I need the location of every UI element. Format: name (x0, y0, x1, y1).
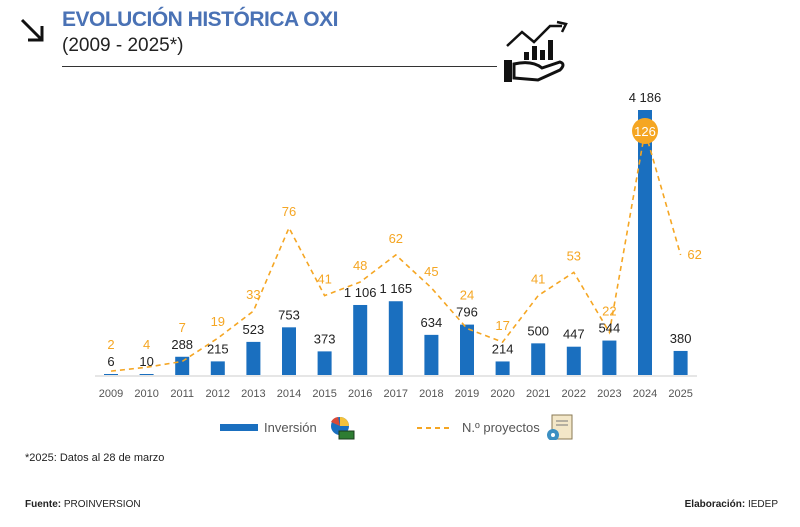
bar-2019 (460, 324, 474, 375)
bar-label-2013: 523 (243, 322, 265, 337)
credit: Elaboración: IEDEP (685, 499, 778, 510)
line-label-2017: 62 (389, 231, 403, 246)
line-label-2025: 62 (687, 247, 701, 262)
bar-2018 (424, 334, 439, 375)
legend-label-inversion: Inversión (264, 420, 317, 435)
source-label: Fuente: (25, 499, 62, 510)
x-tick-2014: 2014 (277, 388, 301, 400)
point-2024 (632, 118, 658, 144)
bar-2014 (282, 327, 296, 375)
line-label-2014: 76 (282, 204, 296, 219)
credit-value: IEDEP (747, 499, 778, 510)
hand-growth-chart-icon (504, 20, 568, 82)
line-label-2016: 48 (353, 258, 367, 273)
x-tick-2022: 2022 (562, 388, 586, 400)
bar-label-2022: 447 (563, 327, 585, 342)
x-tick-2018: 2018 (419, 388, 443, 400)
x-tick-2011: 2011 (170, 388, 194, 400)
legend-label-proyectos: N.º proyectos (462, 420, 540, 435)
bar-label-2017: 1 165 (380, 281, 413, 296)
x-tick-2016: 2016 (348, 388, 372, 400)
bar-label-2020: 214 (492, 341, 514, 356)
source: Fuente: PROINVERSION (25, 499, 141, 510)
bar-2011 (175, 356, 190, 375)
bar-2012 (210, 361, 225, 375)
bar-2016 (353, 304, 368, 375)
bar-2009 (104, 374, 118, 375)
x-tick-2009: 2009 (99, 388, 123, 400)
bar-label-2021: 500 (527, 323, 549, 338)
x-tick-2015: 2015 (312, 388, 336, 400)
x-tick-2019: 2019 (455, 388, 479, 400)
bar-label-2024: 4 186 (629, 90, 662, 105)
bar-label-2014: 753 (278, 307, 300, 322)
bar-2015 (317, 351, 332, 375)
line-label-2022: 53 (567, 248, 581, 263)
line-label-2023: 22 (602, 304, 616, 319)
line-label-2019: 24 (460, 288, 474, 303)
x-tick-2012: 2012 (206, 388, 230, 400)
document-gear-icon (547, 414, 573, 440)
bar-2010 (139, 374, 154, 375)
bar-2020 (495, 361, 510, 375)
line-label-2010: 4 (143, 337, 150, 352)
bar-2025 (673, 350, 688, 375)
bar-label-2011: 288 (171, 337, 193, 352)
bar-2021 (531, 343, 546, 375)
line-label-2012: 19 (211, 314, 225, 329)
line-label-2009: 2 (107, 337, 114, 352)
page-subtitle: (2009 - 2025*) (62, 35, 184, 56)
legend-swatch-inversion (220, 424, 258, 431)
bar-label-2025: 380 (670, 331, 692, 346)
line-label-2011: 7 (179, 320, 186, 335)
x-tick-2023: 2023 (597, 388, 621, 400)
x-tick-2010: 2010 (134, 388, 158, 400)
x-tick-2013: 2013 (241, 388, 265, 400)
chart: 2009620101020112882012215201352320147532… (95, 90, 702, 440)
investment-pie-icon (331, 417, 355, 440)
bar-2022 (566, 346, 581, 375)
line-label-2015: 41 (317, 272, 331, 287)
x-tick-2021: 2021 (526, 388, 550, 400)
source-value: PROINVERSION (63, 499, 141, 510)
x-tick-2024: 2024 (633, 388, 657, 400)
line-label-2018: 45 (424, 264, 438, 279)
bar-label-2018: 634 (421, 315, 443, 330)
x-tick-2020: 2020 (490, 388, 514, 400)
bar-label-2015: 373 (314, 331, 336, 346)
line-label-2021: 41 (531, 272, 545, 287)
line-proyectos (110, 130, 682, 372)
bar-2013 (246, 341, 261, 375)
bar-label-2009: 6 (107, 354, 114, 369)
line-label-2013: 33 (246, 287, 260, 302)
bar-label-2012: 215 (207, 341, 229, 356)
credit-label: Elaboración: (684, 499, 746, 510)
bar-label-2019: 796 (456, 305, 478, 320)
legend: Inversión N.º proyectos (220, 414, 573, 440)
bar-label-2023: 544 (599, 321, 621, 336)
divider (62, 66, 497, 67)
page-title: EVOLUCIÓN HISTÓRICA OXI (62, 8, 338, 31)
bar-label-2016: 1 106 (344, 285, 377, 300)
arrow-down-right-icon (20, 18, 44, 42)
line-label-2020: 17 (495, 318, 509, 333)
x-tick-2017: 2017 (384, 388, 408, 400)
x-tick-2025: 2025 (668, 388, 692, 400)
bar-2023 (602, 340, 617, 375)
bar-label-2010: 10 (139, 354, 153, 369)
footnote: *2025: Datos al 28 de marzo (25, 452, 165, 464)
bar-2024 (638, 110, 652, 375)
line-label-2024: 126 (634, 124, 656, 139)
bar-2017 (388, 301, 403, 375)
